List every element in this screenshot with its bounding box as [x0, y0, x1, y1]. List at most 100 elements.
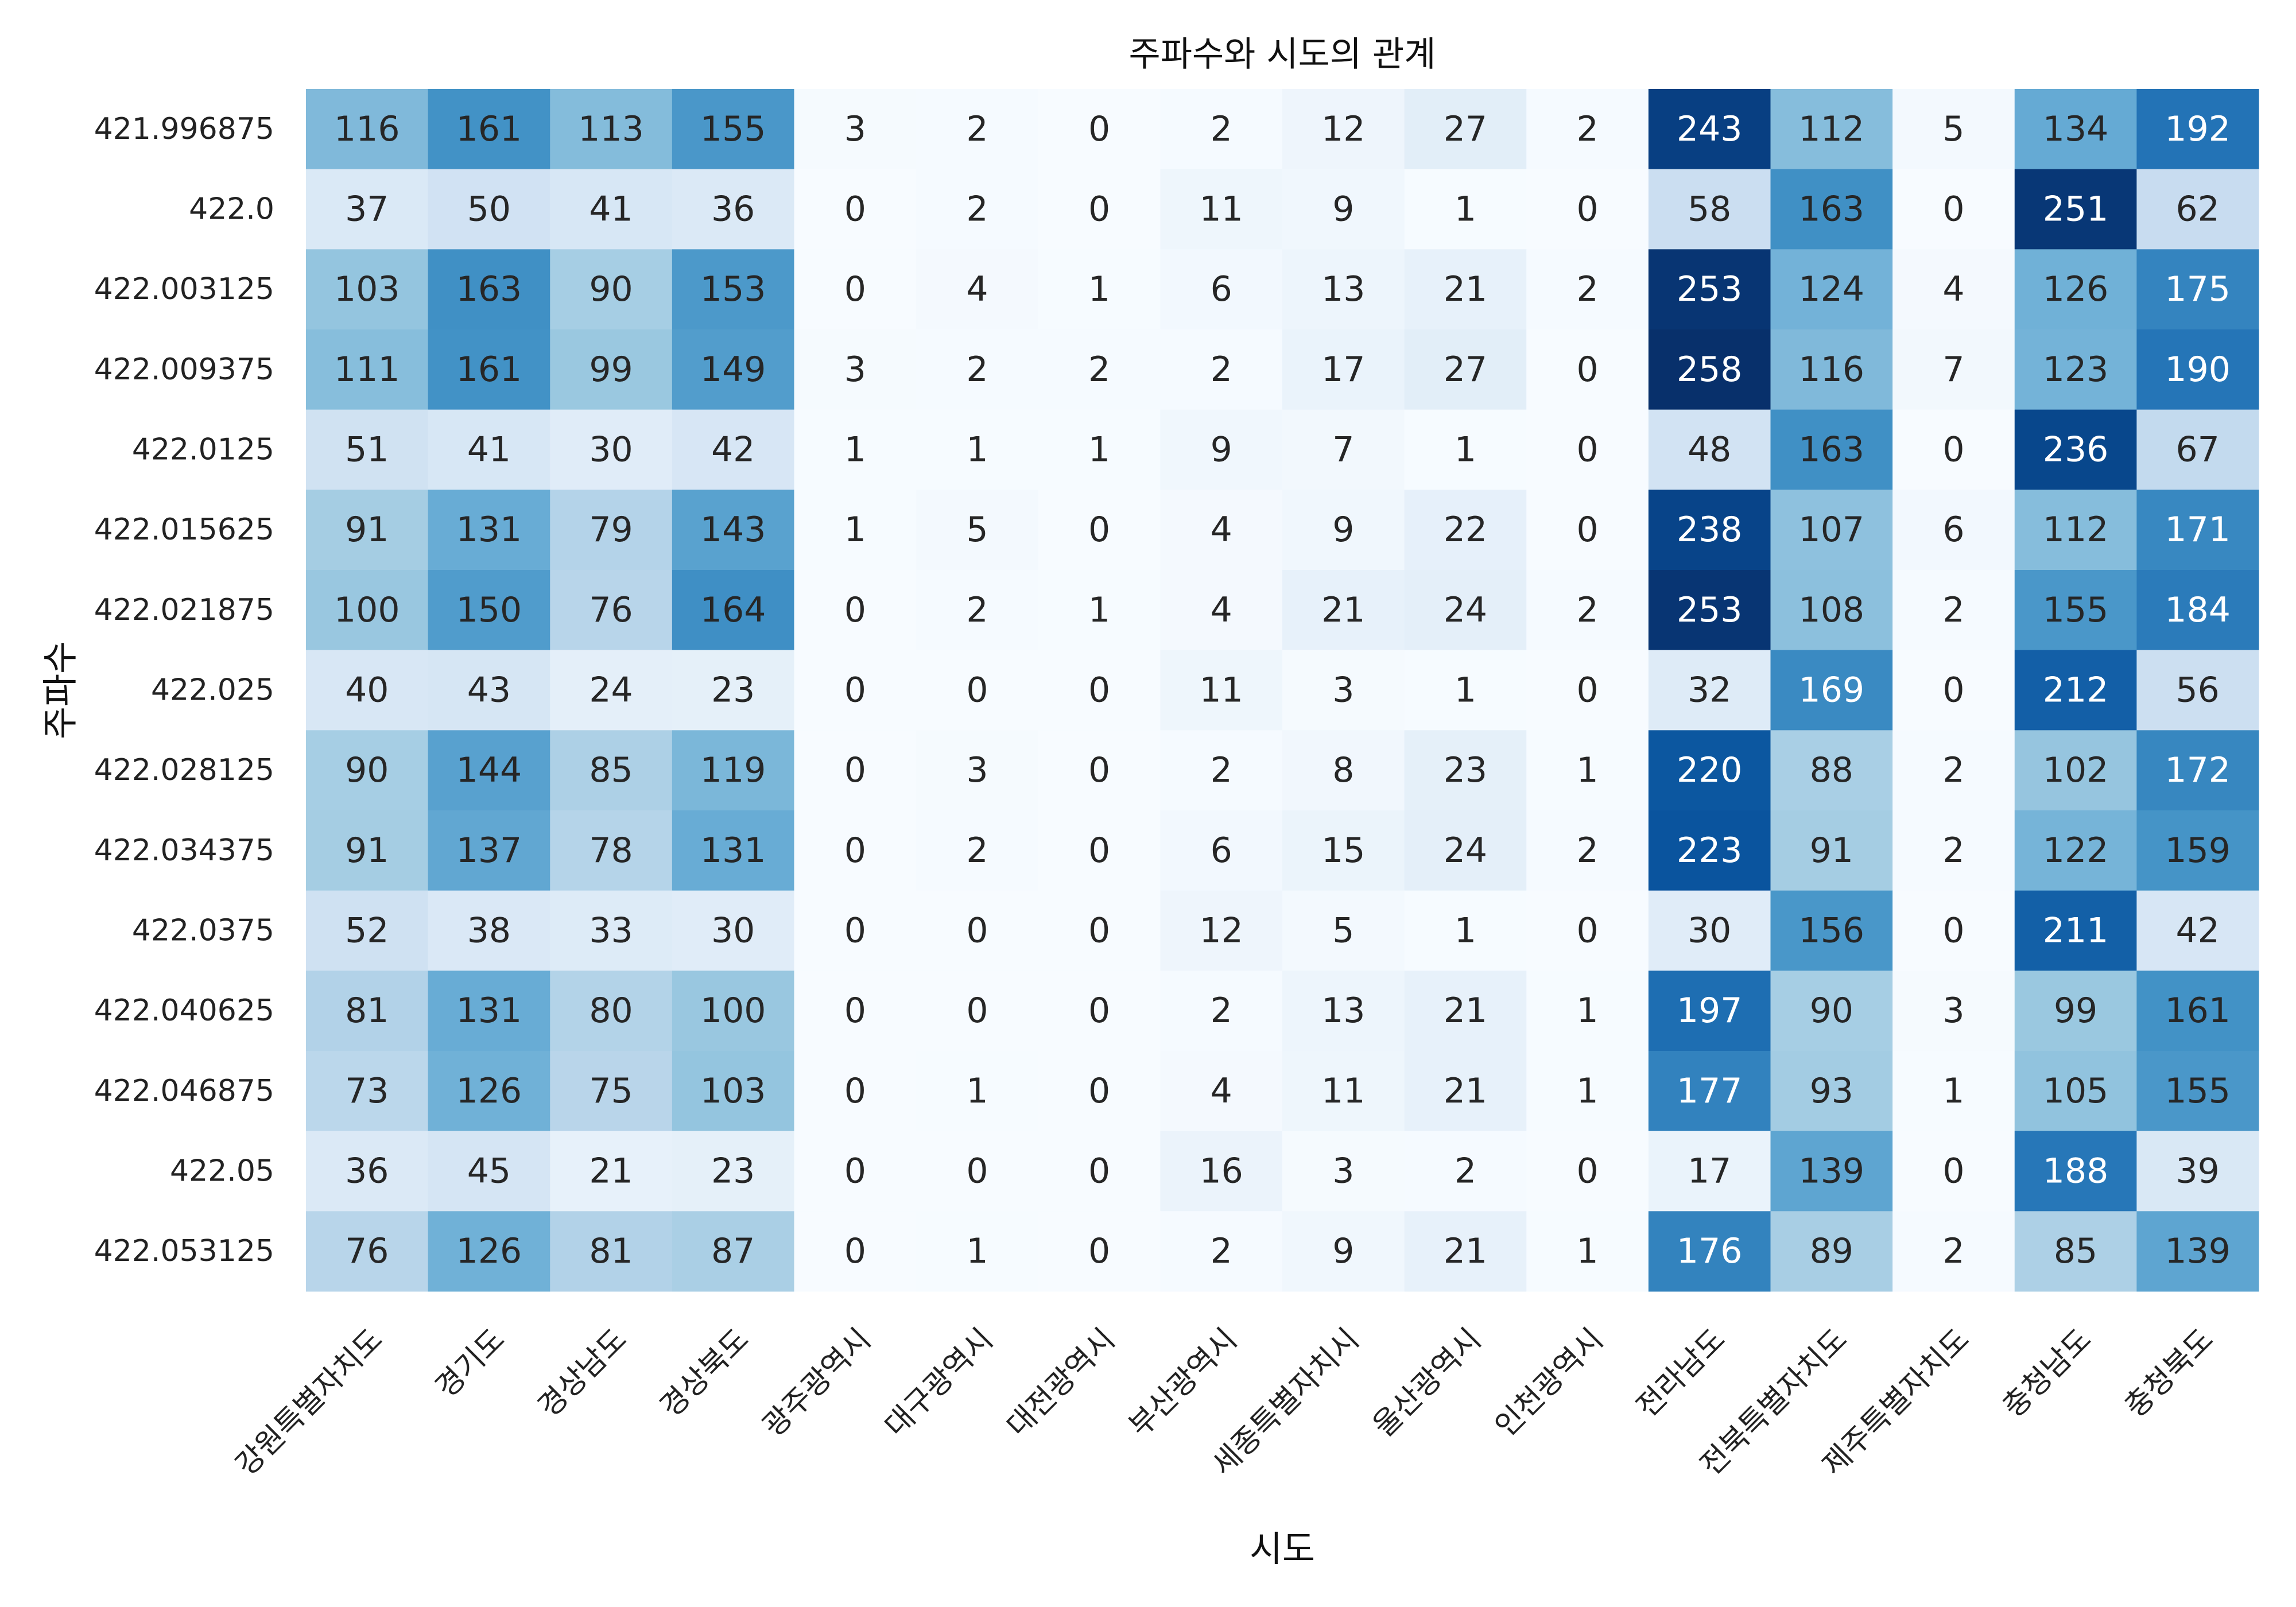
heatmap-cell [1770, 490, 1893, 570]
heatmap-cell [306, 169, 429, 250]
cell-value-label: 113 [578, 109, 644, 149]
cell-value-label: 112 [2043, 510, 2109, 550]
x-tick-label: 전라남도 [1630, 1322, 1732, 1424]
heatmap-cell [2014, 1211, 2137, 1292]
cell-value-label: 175 [2165, 269, 2231, 309]
y-axis-label: 주파수 [40, 641, 82, 739]
heatmap-cell [916, 1051, 1039, 1132]
heatmap-cell [2014, 409, 2137, 490]
heatmap-cell [672, 810, 794, 891]
heatmap-cell [672, 650, 794, 731]
cell-value-label: 9 [1332, 510, 1354, 550]
heatmap-cell [2136, 890, 2259, 971]
heatmap-cell [1892, 89, 2015, 170]
cell-value-label: 30 [711, 911, 755, 951]
heatmap-cell [1404, 329, 1527, 410]
cell-value-label: 99 [2054, 991, 2097, 1031]
cell-value-label: 4 [1942, 269, 1964, 309]
cell-value-label: 0 [844, 590, 866, 630]
cell-value-label: 100 [700, 991, 766, 1031]
cell-value-label: 7 [1942, 350, 1964, 390]
cell-value-label: 2 [1942, 830, 1964, 871]
heatmap-cell [1160, 570, 1283, 651]
cell-value-label: 8 [1332, 750, 1354, 790]
cell-value-label: 6 [1942, 510, 1964, 550]
cell-value-label: 91 [345, 510, 389, 550]
heatmap-cell [1160, 1051, 1283, 1132]
cell-value-label: 38 [467, 911, 511, 951]
heatmap-cell [1404, 971, 1527, 1051]
heatmap-cell [794, 1211, 917, 1292]
cell-value-label: 2 [966, 350, 988, 390]
cell-value-label: 17 [1321, 350, 1365, 390]
cell-value-label: 253 [1677, 269, 1743, 309]
heatmap-cell [1648, 810, 1771, 891]
cell-value-label: 149 [700, 350, 766, 390]
heatmap-cell [1282, 249, 1405, 330]
cell-value-label: 30 [1688, 911, 1731, 951]
heatmap-cell [1160, 971, 1283, 1051]
heatmap-cell [916, 89, 1039, 170]
heatmap-cell [1892, 810, 2015, 891]
heatmap-cell [1404, 1051, 1527, 1132]
heatmap-cell [1648, 1131, 1771, 1212]
cell-value-label: 0 [1942, 189, 1964, 230]
cell-value-label: 85 [2054, 1231, 2097, 1271]
heatmap-cell [1404, 409, 1527, 490]
cell-value-label: 79 [589, 510, 633, 550]
cell-value-label: 23 [711, 1151, 755, 1191]
cell-value-label: 88 [1810, 750, 1853, 790]
heatmap-cell [794, 1051, 917, 1132]
cell-value-label: 0 [1576, 1151, 1598, 1191]
cell-value-label: 2 [966, 830, 988, 871]
heatmap-cell [2136, 249, 2259, 330]
cell-value-label: 0 [844, 670, 866, 711]
heatmap-cell [1770, 810, 1893, 891]
heatmap-cell [306, 1211, 429, 1292]
heatmap-cell [550, 409, 673, 490]
heatmap-cell [550, 1051, 673, 1132]
cell-value-label: 0 [1942, 430, 1964, 470]
heatmap-cell [306, 490, 429, 570]
heatmap-cell [1160, 730, 1283, 811]
cell-value-label: 0 [844, 1071, 866, 1111]
cell-value-label: 163 [1799, 430, 1865, 470]
heatmap-cell [1892, 329, 2015, 410]
heatmap-cell [1892, 1051, 2015, 1132]
heatmap-cell [1160, 890, 1283, 971]
cell-value-label: 2 [1576, 830, 1598, 871]
x-tick-label: 대구광역시 [878, 1322, 1000, 1444]
x-tick-label: 충청남도 [1996, 1322, 2099, 1424]
cell-value-label: 223 [1677, 830, 1743, 871]
heatmap-cell [916, 329, 1039, 410]
heatmap-cell [1282, 971, 1405, 1051]
cell-value-label: 1 [1455, 189, 1476, 230]
cell-value-label: 243 [1677, 109, 1743, 149]
cell-value-label: 1 [966, 1231, 988, 1271]
cell-value-label: 41 [589, 189, 633, 230]
heatmap-cell [794, 971, 917, 1051]
cell-value-label: 9 [1332, 1231, 1354, 1271]
cell-value-label: 163 [1799, 189, 1865, 230]
cell-value-label: 0 [844, 830, 866, 871]
heatmap-cell [672, 1211, 794, 1292]
heatmap-cell [1404, 169, 1527, 250]
heatmap-cell [2136, 730, 2259, 811]
cell-value-label: 51 [345, 430, 389, 470]
heatmap-cell [2136, 1131, 2259, 1212]
cell-value-label: 5 [966, 510, 988, 550]
heatmap-cell [1648, 1211, 1771, 1292]
cell-value-label: 3 [844, 350, 866, 390]
heatmap-cell [1282, 570, 1405, 651]
cell-value-label: 0 [966, 1151, 988, 1191]
heatmap-cell [1038, 570, 1161, 651]
cell-value-label: 112 [1799, 109, 1865, 149]
cell-value-label: 102 [2043, 750, 2109, 790]
heatmap-cell [1526, 89, 1649, 170]
cell-value-label: 21 [1444, 269, 1487, 309]
cell-value-label: 5 [1332, 911, 1354, 951]
heatmap-cell [2136, 490, 2259, 570]
heatmap-cell [1648, 971, 1771, 1051]
cell-value-label: 103 [334, 269, 400, 309]
heatmap-cell [306, 810, 429, 891]
